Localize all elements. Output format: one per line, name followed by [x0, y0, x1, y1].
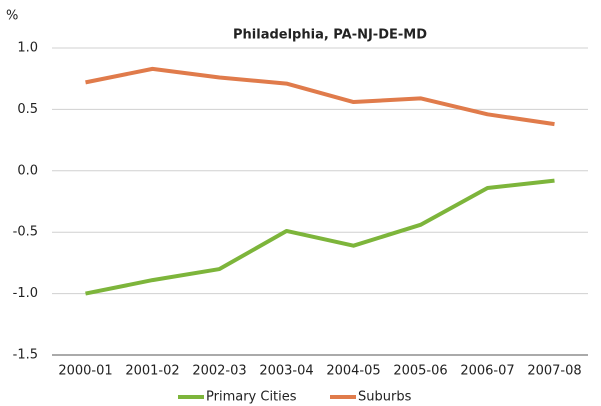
x-tick-label: 2001-02 [125, 364, 179, 379]
legend-label: Suburbs [358, 390, 412, 405]
x-tick-label: 2005-06 [393, 364, 447, 379]
legend-label: Primary Cities [206, 390, 297, 405]
y-tick-label: -0.5 [13, 225, 38, 240]
y-tick-label: -1.5 [13, 348, 38, 363]
y-tick-label: 1.0 [17, 41, 38, 56]
y-tick-label: 0.5 [17, 102, 38, 117]
x-tick-label: 2006-07 [460, 364, 514, 379]
x-tick-label: 2000-01 [58, 364, 112, 379]
x-tick-label: 2003-04 [259, 364, 313, 379]
series-line [85, 66, 555, 127]
x-tick-label: 2004-05 [326, 364, 380, 379]
y-axis-label: % [6, 9, 18, 24]
x-tick-label: 2007-08 [527, 364, 581, 379]
y-tick-label: -1.0 [13, 286, 38, 301]
x-tick-label: 2002-03 [192, 364, 246, 379]
series-line [85, 178, 555, 296]
chart-title: Philadelphia, PA-NJ-DE-MD [233, 28, 427, 43]
y-tick-label: 0.0 [17, 163, 38, 178]
